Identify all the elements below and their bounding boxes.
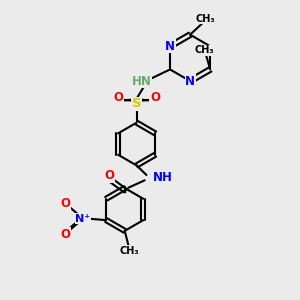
Text: N: N: [185, 74, 195, 88]
Text: O: O: [113, 92, 123, 104]
Text: NH: NH: [153, 171, 173, 184]
Text: CH₃: CH₃: [194, 45, 214, 56]
Text: O: O: [150, 92, 160, 104]
Text: N⁺: N⁺: [76, 214, 91, 224]
Text: N: N: [165, 40, 175, 53]
Text: HN: HN: [132, 75, 152, 88]
Text: O: O: [60, 197, 70, 210]
Text: CH₃: CH₃: [119, 246, 139, 256]
Text: CH₃: CH₃: [195, 14, 215, 24]
Text: O: O: [60, 228, 70, 241]
Text: O: O: [104, 169, 114, 182]
Text: S: S: [132, 98, 141, 110]
